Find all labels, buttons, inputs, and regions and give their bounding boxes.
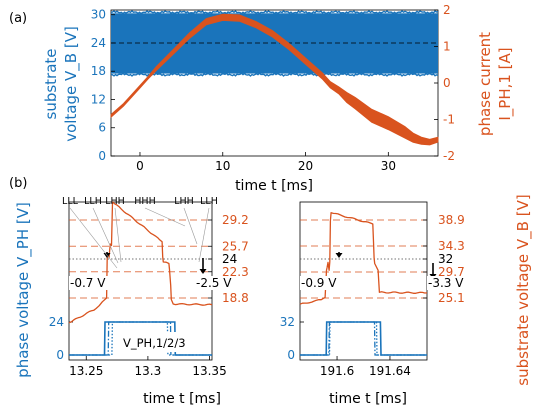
subplot-left-ytick-label: 0 bbox=[56, 348, 64, 362]
panel-b-xlabel-1: time t [ms] bbox=[143, 391, 221, 407]
panel-a-right-ytick-label: 1 bbox=[443, 40, 451, 54]
subplot-right-ytick-label: 32 bbox=[438, 252, 453, 266]
ylabel-right-line2: I_PH,1 [A] bbox=[496, 47, 515, 120]
vb-band-top-edge bbox=[110, 9, 439, 15]
panel-a-left-ytick-label: 6 bbox=[98, 121, 106, 135]
subplot-left-ytick-label: 0 bbox=[287, 348, 295, 362]
ylabel-left-line2: voltage V_B [V] bbox=[62, 26, 81, 142]
state-label: LHH bbox=[174, 196, 194, 207]
state-leader-line bbox=[92, 207, 119, 264]
panel-a-left-ytick-label: 24 bbox=[91, 36, 106, 50]
panel-a-right-ytick-label: 0 bbox=[443, 76, 451, 90]
drop-label-bg bbox=[195, 276, 235, 290]
panel-a-right-ytick-label: -1 bbox=[443, 113, 455, 127]
panel-a-left-ytick-label: 12 bbox=[91, 92, 106, 106]
panel-b-left-ylabel: phase voltage V_PH [V] bbox=[14, 202, 33, 378]
state-label: LLL bbox=[62, 196, 79, 207]
subplot-xtick-label: 13.3 bbox=[135, 364, 162, 378]
drop-label: -3.3 V bbox=[428, 276, 464, 290]
panel-a-xtick-label: 10 bbox=[215, 159, 230, 173]
phase-current-line bbox=[110, 13, 439, 146]
subplot-right-ytick-label: 25.7 bbox=[222, 239, 249, 253]
drop-label-bg bbox=[427, 276, 467, 290]
panel-a-right-ylabel: phase current I_PH,1 [A] bbox=[476, 32, 515, 136]
substrate-voltage-trace bbox=[299, 212, 428, 305]
drop-arrow-head bbox=[335, 253, 343, 258]
panel-a-left-ytick-label: 0 bbox=[98, 149, 106, 163]
panel-a-xtick-label: 30 bbox=[381, 159, 396, 173]
ylabel-left-line1: substrate bbox=[42, 48, 60, 119]
panel-b-label: (b) bbox=[9, 176, 27, 191]
state-leader-line bbox=[144, 207, 186, 227]
state-label: HHH bbox=[134, 196, 155, 207]
panel-a-xtick-label: 0 bbox=[136, 159, 144, 173]
state-leader-line bbox=[198, 207, 210, 263]
drop-arrow-head bbox=[199, 269, 207, 274]
state-label: LHH bbox=[105, 196, 125, 207]
phase-voltage-dotted bbox=[69, 321, 212, 356]
subplot-right-ytick-label: 18.8 bbox=[222, 291, 249, 305]
subplot-xtick-label: 13.25 bbox=[69, 364, 103, 378]
state-leader-line bbox=[114, 207, 122, 263]
panel-a-xlabel: time t [ms] bbox=[235, 178, 313, 194]
subplot-xtick-label: 13.35 bbox=[192, 364, 226, 378]
legend-background bbox=[120, 332, 198, 352]
subplot-right-ytick-label: 24 bbox=[222, 252, 237, 266]
panel-a-left-ytick-label: 30 bbox=[91, 8, 106, 22]
drop-label-bg bbox=[69, 276, 109, 290]
phase-voltage-dotted bbox=[300, 321, 427, 356]
panel-a-left-ylabel: substrate voltage V_B [V] bbox=[42, 26, 81, 142]
subplot-right-ytick-label: 34.3 bbox=[438, 239, 465, 253]
drop-label: -2.5 V bbox=[196, 276, 232, 290]
panel-a-right-ytick-label: -2 bbox=[443, 149, 455, 163]
subplot-xtick-label: 191.6 bbox=[320, 364, 354, 378]
panel-a-label: (a) bbox=[9, 11, 27, 26]
state-label: LLH bbox=[200, 196, 218, 207]
drop-label: -0.7 V bbox=[70, 276, 106, 290]
panel-b-right-ylabel: substrate voltage V_B [V] bbox=[514, 194, 533, 385]
panel-b-xlabel-2: time t [ms] bbox=[329, 391, 407, 407]
substrate-voltage-trace bbox=[68, 201, 213, 324]
subplot-right-ytick-label: 29.7 bbox=[438, 265, 465, 279]
drop-label-bg bbox=[300, 276, 340, 290]
panel-a-xtick-label: 20 bbox=[298, 159, 313, 173]
subplot-right-ytick-label: 38.9 bbox=[438, 213, 465, 227]
vb-band-bottom-edge bbox=[110, 72, 439, 77]
panel-a-left-ytick-label: 18 bbox=[91, 64, 106, 78]
panel-a-right-ytick-label: 2 bbox=[443, 3, 451, 17]
ylabel-right-line1: phase current bbox=[476, 32, 494, 136]
state-label: LLH bbox=[84, 196, 102, 207]
phase-voltage-solid bbox=[300, 321, 427, 356]
subplot-right-ytick-label: 25.1 bbox=[438, 291, 465, 305]
drop-label: -0.9 V bbox=[301, 276, 337, 290]
phase-voltage-dashdot bbox=[300, 321, 427, 356]
vb-band-fill bbox=[111, 13, 438, 74]
state-leader-line bbox=[69, 207, 118, 269]
subplot-left-ytick-label: 32 bbox=[280, 315, 295, 329]
state-leader-line bbox=[183, 207, 198, 245]
subplot-right-ytick-label: 22.3 bbox=[222, 265, 249, 279]
legend-label: V_PH,1/2/3 bbox=[123, 336, 186, 350]
vb-band bbox=[110, 9, 439, 77]
subplot-right-ytick-label: 29.2 bbox=[222, 213, 249, 227]
subplot-left-ytick-label: 24 bbox=[49, 315, 64, 329]
phase-voltage-dashdot bbox=[69, 321, 212, 356]
subplot-xtick-label: 191.64 bbox=[369, 364, 411, 378]
legend-box: V_PH,1/2/3 bbox=[120, 332, 198, 352]
